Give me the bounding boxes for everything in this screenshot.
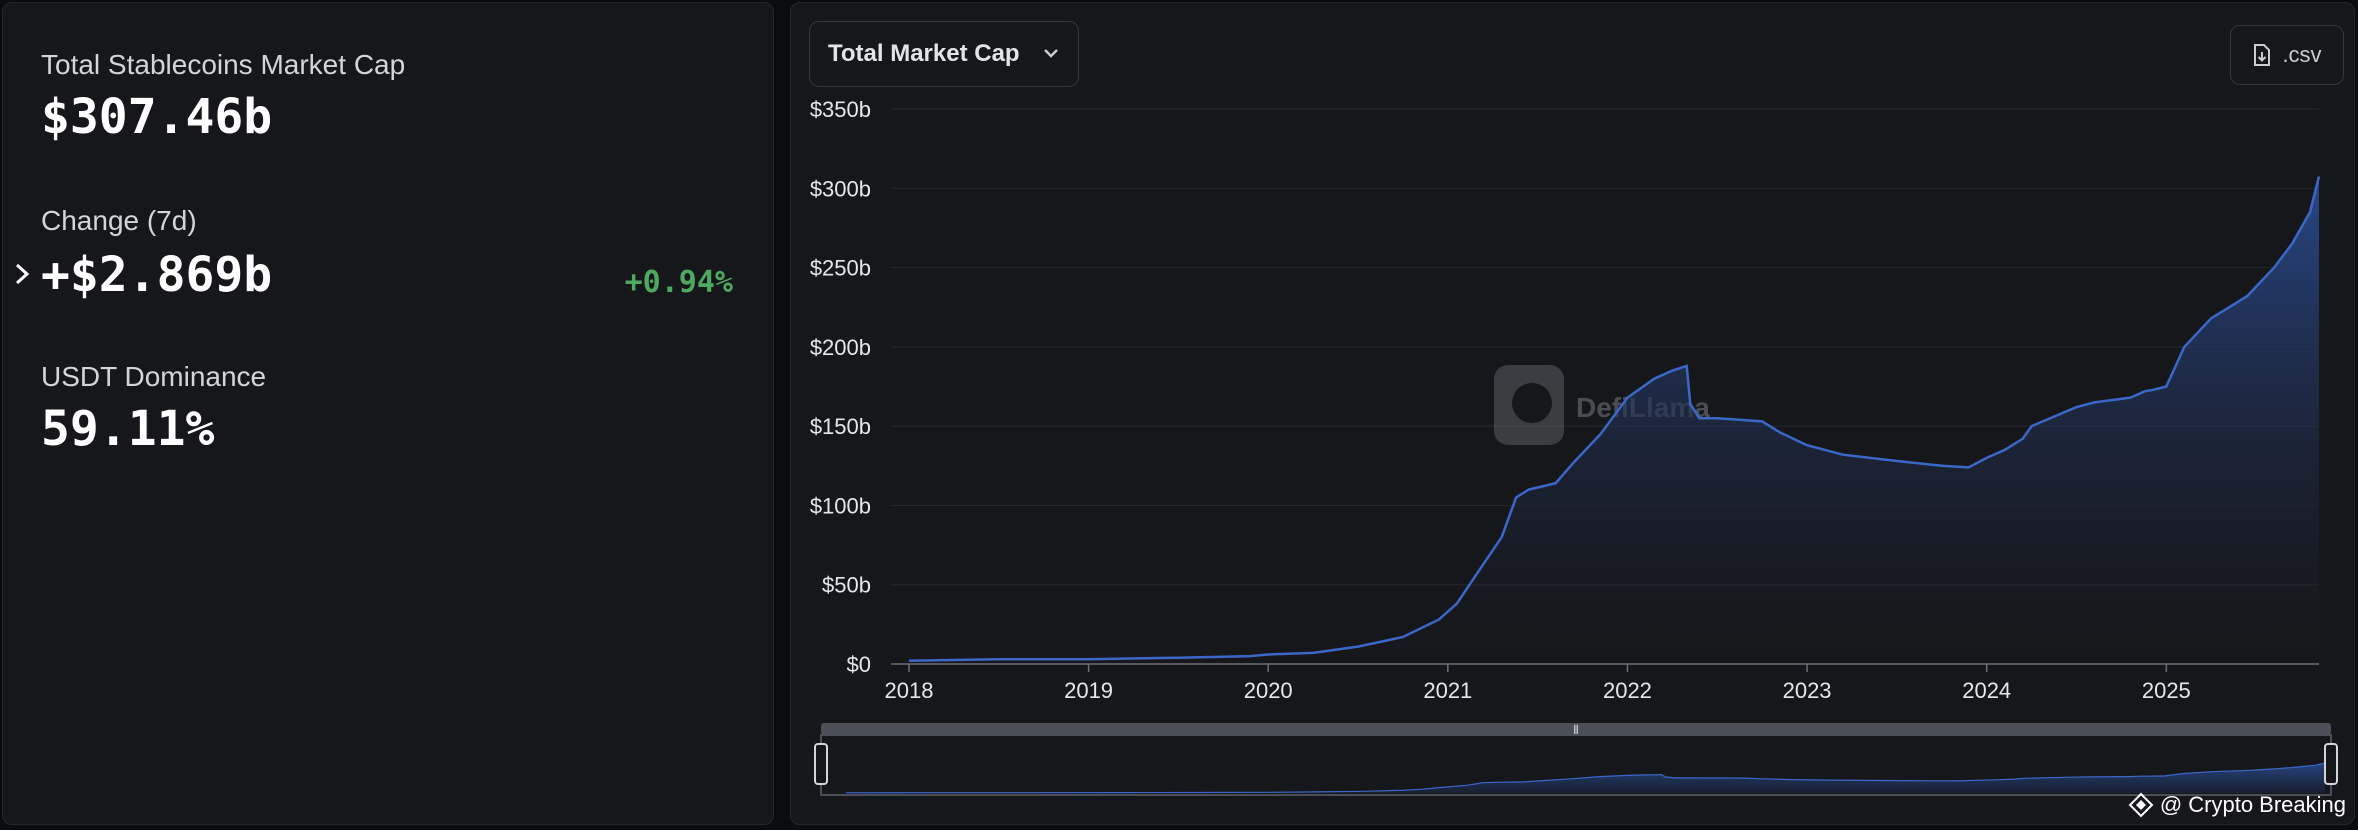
x-tick-label: 2025 [2142,678,2191,703]
brush-handle-left[interactable] [814,743,828,785]
metric-dropdown[interactable]: Total Market Cap [809,21,1079,87]
market-cap-value: $307.46b [41,89,273,145]
x-tick-label: 2020 [1244,678,1293,703]
llama-logo-icon [1494,365,1564,445]
y-tick-label: $300b [810,176,871,201]
y-tick-label: $150b [810,414,871,439]
diamond-logo-icon [2128,792,2154,818]
change-label: Change (7d) [41,205,197,236]
credit-badge: @ Crypto Breaking [2128,792,2346,818]
x-tick-label: 2018 [884,678,933,703]
dominance-value: 59.11% [41,401,215,457]
x-tick-label: 2019 [1064,678,1113,703]
market-cap-line [908,176,2321,663]
download-csv-button[interactable]: .csv [2230,25,2344,85]
market-cap-area [909,176,2319,664]
change-value: +$2.869b [41,247,273,303]
credit-text: @ Crypto Breaking [2159,792,2346,817]
x-tick-label: 2021 [1423,678,1472,703]
file-download-icon [2254,44,2271,66]
chevron-down-icon [1044,49,1058,58]
dominance-label: USDT Dominance [41,361,267,392]
change-percent: +0.94% [624,265,733,300]
y-tick-label: $200b [810,335,871,360]
market-cap-chart: DefiLlama $0$50b$100b$150b$200b$250b$300… [810,97,2338,796]
y-tick-label: $100b [810,493,871,518]
y-tick-label: $0 [847,652,871,677]
range-brush[interactable]: ⦀ [814,723,2338,796]
chevron-right-icon[interactable] [11,259,33,289]
brush-grip-icon[interactable]: ⦀ [1573,723,1578,737]
brush-handle-right[interactable] [2324,743,2338,785]
x-tick-label: 2022 [1603,678,1652,703]
y-tick-label: $350b [810,97,871,122]
x-tick-label: 2024 [1962,678,2011,703]
brush-overview-area [827,763,2325,793]
brush-overview-line [845,762,2326,794]
y-tick-label: $250b [810,256,871,281]
brush-scrollbar[interactable] [821,723,2331,735]
chart-panel: Total Market Cap .csv [790,2,2355,825]
market-cap-label: Total Stablecoins Market Cap [41,49,406,80]
csv-label: .csv [2282,42,2322,67]
y-tick-label: $50b [822,573,871,598]
stats-panel: Total Stablecoins Market Cap $307.46b Ch… [2,2,774,825]
x-tick-label: 2023 [1783,678,1832,703]
dropdown-label: Total Market Cap [828,40,1020,67]
